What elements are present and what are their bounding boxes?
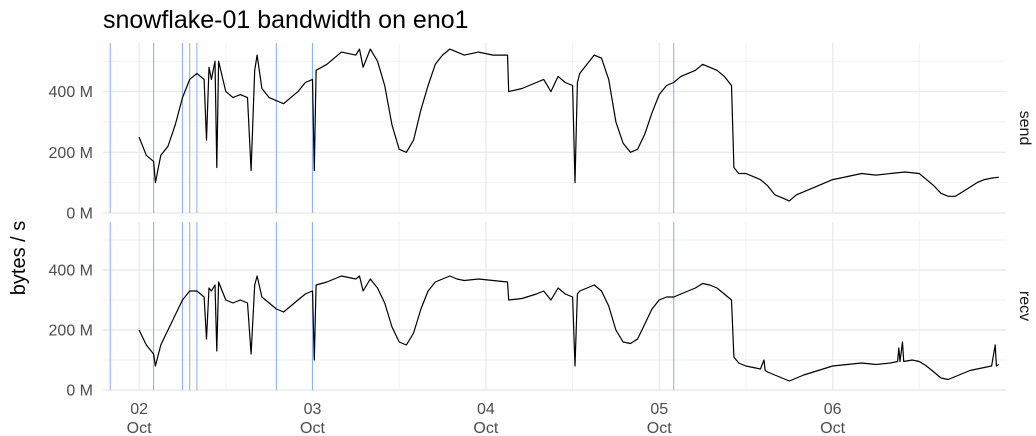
x-tick-day: 04 — [477, 401, 495, 418]
y-tick-label: 400 M — [49, 84, 93, 101]
x-tick-month: Oct — [820, 420, 845, 436]
panel-send: 0 M 200 M 400 M send — [49, 43, 1033, 223]
y-tick-label: 200 M — [49, 145, 93, 162]
x-tick-day: 06 — [824, 401, 842, 418]
x-axis-ticks: 02 Oct 03 Oct 04 Oct 05 Oct 06 Oct — [127, 401, 846, 436]
chart-title: snowflake-01 bandwidth on eno1 — [103, 6, 469, 34]
x-tick-month: Oct — [473, 420, 498, 436]
y-axis-title: bytes / s — [8, 221, 30, 295]
facet-panels: 0 M 200 M 400 M send 0 M 200 M 400 M recv — [49, 43, 1033, 400]
y-tick-label: 200 M — [49, 323, 93, 340]
strip-label-recv: recv — [1016, 291, 1033, 321]
panel-recv: 0 M 200 M 400 M recv — [49, 222, 1033, 400]
x-tick-day: 05 — [650, 401, 668, 418]
x-tick-month: Oct — [127, 420, 152, 436]
x-tick-day: 02 — [130, 401, 148, 418]
y-tick-label: 400 M — [49, 263, 93, 280]
strip-label-send: send — [1016, 111, 1033, 146]
y-tick-label: 0 M — [66, 206, 93, 223]
series-line-send — [138, 48, 999, 202]
y-tick-label: 0 M — [66, 383, 93, 400]
x-tick-day: 03 — [304, 401, 322, 418]
x-tick-month: Oct — [300, 420, 325, 436]
x-tick-month: Oct — [647, 420, 672, 436]
series-line-recv — [138, 275, 1000, 382]
